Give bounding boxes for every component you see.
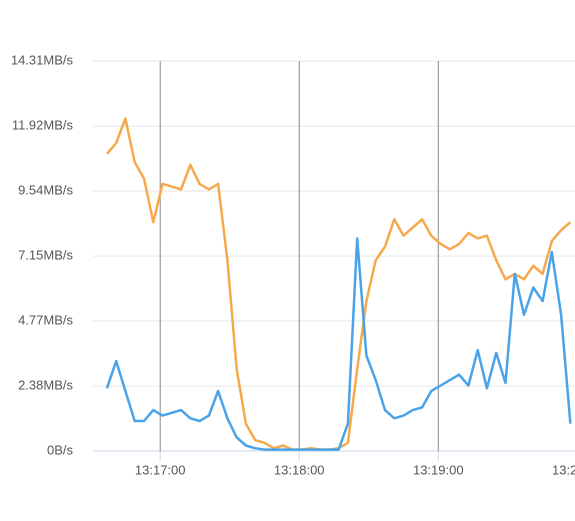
y-tick-label: 4.77MB/s	[18, 312, 73, 327]
y-tick-label: 9.54MB/s	[18, 182, 73, 197]
series-line	[105, 237, 572, 451]
series-line	[105, 117, 572, 451]
x-tick-label: 13:19:00	[413, 462, 464, 477]
x-tick-label: 13:20:00	[552, 462, 575, 477]
y-tick-label: 0B/s	[47, 442, 74, 457]
x-tick-label: 13:17:00	[135, 462, 186, 477]
x-tick-label: 13:18:00	[274, 462, 325, 477]
y-tick-label: 2.38MB/s	[18, 378, 73, 393]
y-tick-label: 14.31MB/s	[11, 52, 74, 67]
y-tick-label: 11.92MB/s	[12, 118, 74, 133]
y-tick-label: 7.15MB/s	[18, 248, 73, 263]
